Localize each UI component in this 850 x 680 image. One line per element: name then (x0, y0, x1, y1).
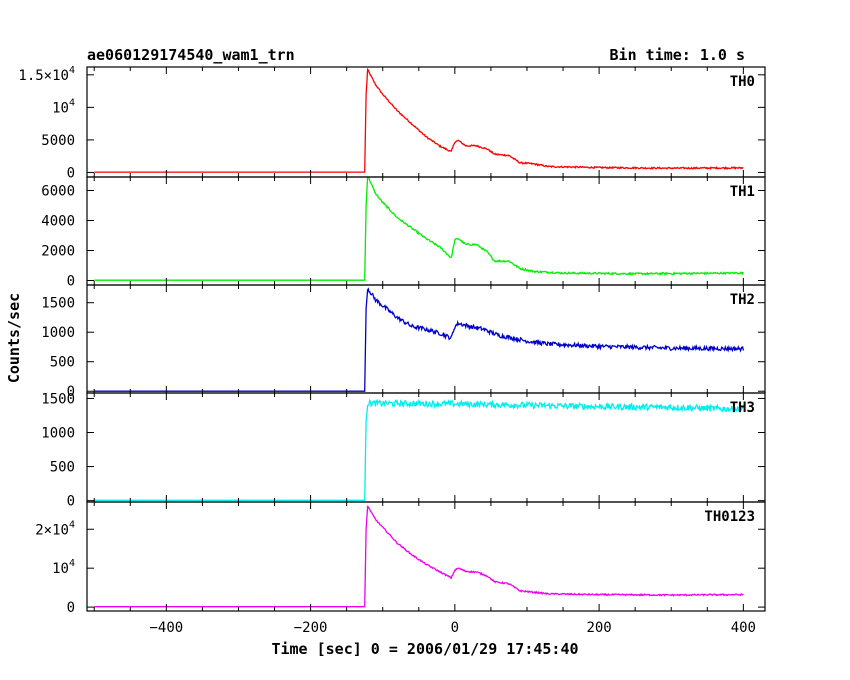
y-tick-label: 1000 (41, 426, 75, 442)
y-tick-label: 1000 (41, 325, 75, 341)
y-axis-label: Counts/sec (5, 293, 23, 383)
panel-frame (86, 501, 766, 612)
panel-label-th3: TH3 (730, 400, 755, 416)
x-tick-label: −200 (294, 620, 328, 636)
y-tick-label: 1500 (41, 391, 75, 407)
y-tick-label: 104 (52, 97, 75, 116)
x-axis-label: Time [sec] 0 = 2006/01/29 17:45:40 (271, 640, 578, 658)
panel-th0: 0 5000 104 1.5×104 TH0 (18, 65, 766, 181)
y-tick-label: 500 (50, 460, 75, 476)
y-tick-label: 0 (67, 494, 75, 510)
bin-time-label: Bin time: 1.0 s (610, 46, 745, 64)
x-tick-label: −400 (149, 620, 183, 636)
panel-frame (86, 284, 766, 394)
x-tick-labels: −400 −200 0 200 400 (149, 620, 756, 636)
panel-label-th1: TH1 (730, 184, 755, 200)
y-tick-label: 1500 (41, 296, 75, 312)
panel-label-th0123: TH0123 (704, 509, 755, 525)
panel-th1: 0 2000 4000 6000 TH1 (41, 176, 766, 290)
panel-th3: 0 500 1000 1500 TH3 (41, 391, 766, 510)
y-tick-label: 2×104 (35, 519, 75, 538)
series-line-th2 (94, 287, 745, 392)
x-tick-label: 400 (731, 620, 756, 636)
y-tick-label: 0 (67, 600, 75, 616)
y-tick-label: 0 (67, 165, 75, 181)
y-tick-label: 0 (67, 274, 75, 290)
panel-frame (86, 176, 766, 286)
panel-frame (86, 392, 766, 503)
series-line-th3 (94, 398, 744, 501)
panel-label-th0: TH0 (730, 74, 755, 90)
panel-th2: 0 500 1000 1500 TH2 (41, 284, 766, 400)
panel-label-th2: TH2 (730, 292, 755, 308)
panel-frame (86, 66, 766, 178)
y-tick-label: 4000 (41, 214, 75, 230)
y-tick-label: 2000 (41, 244, 75, 260)
series-line-th0123 (94, 505, 744, 608)
y-tick-label: 1.5×104 (18, 65, 75, 84)
y-tick-label: 500 (50, 355, 75, 371)
chart-title: ae060129174540_wam1_trn (87, 46, 295, 64)
y-tick-label: 0 (67, 384, 75, 400)
y-tick-label: 104 (52, 558, 75, 577)
x-tick-label: 0 (451, 620, 459, 636)
y-tick-label: 6000 (41, 184, 75, 200)
y-tick-label: 5000 (41, 133, 75, 149)
x-tick-label: 200 (586, 620, 611, 636)
series-line-th0 (94, 67, 744, 173)
panel-th0123: 0 104 2×104 TH0123 (35, 501, 766, 616)
series-line-th1 (94, 177, 744, 281)
